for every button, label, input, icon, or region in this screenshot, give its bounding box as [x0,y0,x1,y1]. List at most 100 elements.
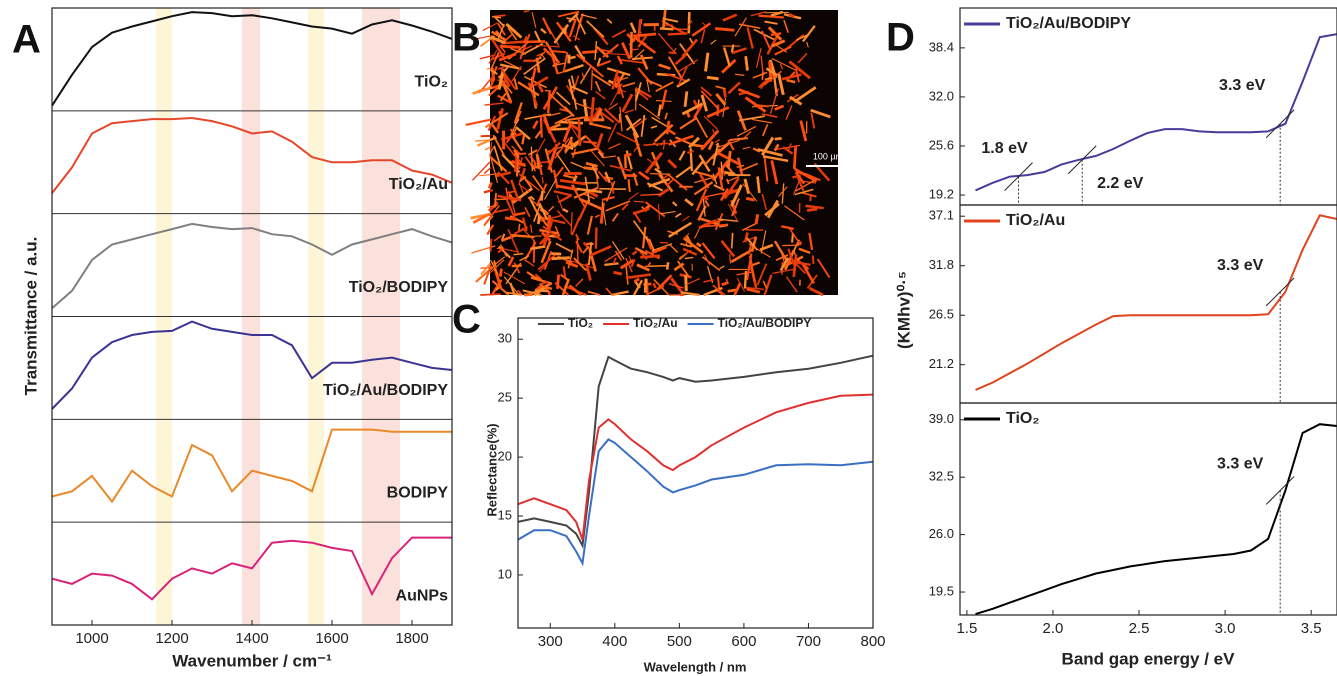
crystal [720,161,724,180]
crystal [568,18,577,38]
crystal [797,52,808,64]
crystal [489,259,505,274]
series-line [51,536,452,601]
crystal [553,62,566,67]
crystal [526,271,539,281]
crystal [563,106,575,118]
crystal [633,117,648,128]
crystal [816,258,831,278]
crystal [540,53,546,59]
crystal [582,140,597,144]
crystal [722,13,738,22]
crystal [764,77,773,81]
crystal [471,35,493,41]
crystal [574,17,582,41]
crystal [633,32,657,38]
crystal [522,289,542,296]
tangent [1067,145,1097,175]
y-tick-label: 25 [498,390,512,405]
crystal [582,241,592,251]
y-tick-label: 30 [498,331,512,346]
crystal [497,171,510,185]
crystal [748,243,771,258]
y-tick-label: 21.2 [929,356,954,371]
crystal [572,75,580,93]
crystal [535,44,560,48]
crystal [542,285,553,290]
crystal [656,274,673,291]
crystal [625,257,633,273]
crystal [548,112,561,117]
crystal [489,78,496,88]
crystal [728,175,740,182]
crystal [559,179,587,186]
crystal [715,27,735,32]
crystal [597,170,608,183]
crystal [770,32,782,36]
crystal [655,100,672,102]
crystal [581,72,585,80]
x-tick-label: 1.5 [956,620,977,637]
crystal [611,212,619,222]
crystal [808,286,824,297]
crystal [729,254,732,264]
crystal [688,136,700,149]
crystal [546,90,551,114]
crystal [605,200,631,212]
crystal [737,88,761,99]
crystal [629,31,633,58]
series-label: BODIPY [387,485,449,502]
crystal [675,165,692,179]
crystal [549,122,561,131]
crystal [712,128,716,137]
crystal [665,178,674,187]
crystal [645,265,668,268]
crystal [589,97,595,123]
crystal [786,78,796,84]
crystal [499,244,508,257]
crystal [538,202,549,220]
y-tick-label: 20 [498,449,512,464]
crystal [773,240,789,263]
crystal [643,278,648,293]
crystal [554,138,570,159]
crystal [533,205,541,222]
x-tick-label: 1800 [395,630,428,647]
crystal [530,224,533,233]
crystal [693,104,703,119]
crystal [608,102,619,110]
crystal [539,114,543,138]
crystal [632,279,644,296]
crystal [508,191,517,216]
crystal [510,179,519,198]
crystal [679,43,696,65]
scale-bar-label: 100 µm [813,151,843,161]
crystal [717,276,721,289]
crystal [574,44,585,61]
series-label: TiO₂/Au [389,176,448,193]
crystal [500,79,513,103]
crystal [687,12,691,34]
crystal [759,243,774,252]
crystal [562,52,569,72]
crystal [712,142,720,166]
crystal [524,207,531,218]
legend-label: TiO₂ [1006,410,1039,427]
crystal [730,44,735,53]
crystal [583,166,598,171]
micrograph [490,10,838,295]
crystal [774,136,782,141]
series-label: AuNPs [396,587,449,604]
crystal [805,204,824,210]
crystal [698,154,711,173]
crystal [633,49,645,60]
legend-label: TiO₂ [568,316,593,330]
legend-label: TiO₂/Au [633,316,677,330]
crystal [743,178,751,194]
crystal [721,281,729,287]
crystal [589,245,612,257]
crystal [510,47,527,55]
crystal [562,266,567,278]
crystal [671,201,678,207]
crystal [640,193,662,196]
